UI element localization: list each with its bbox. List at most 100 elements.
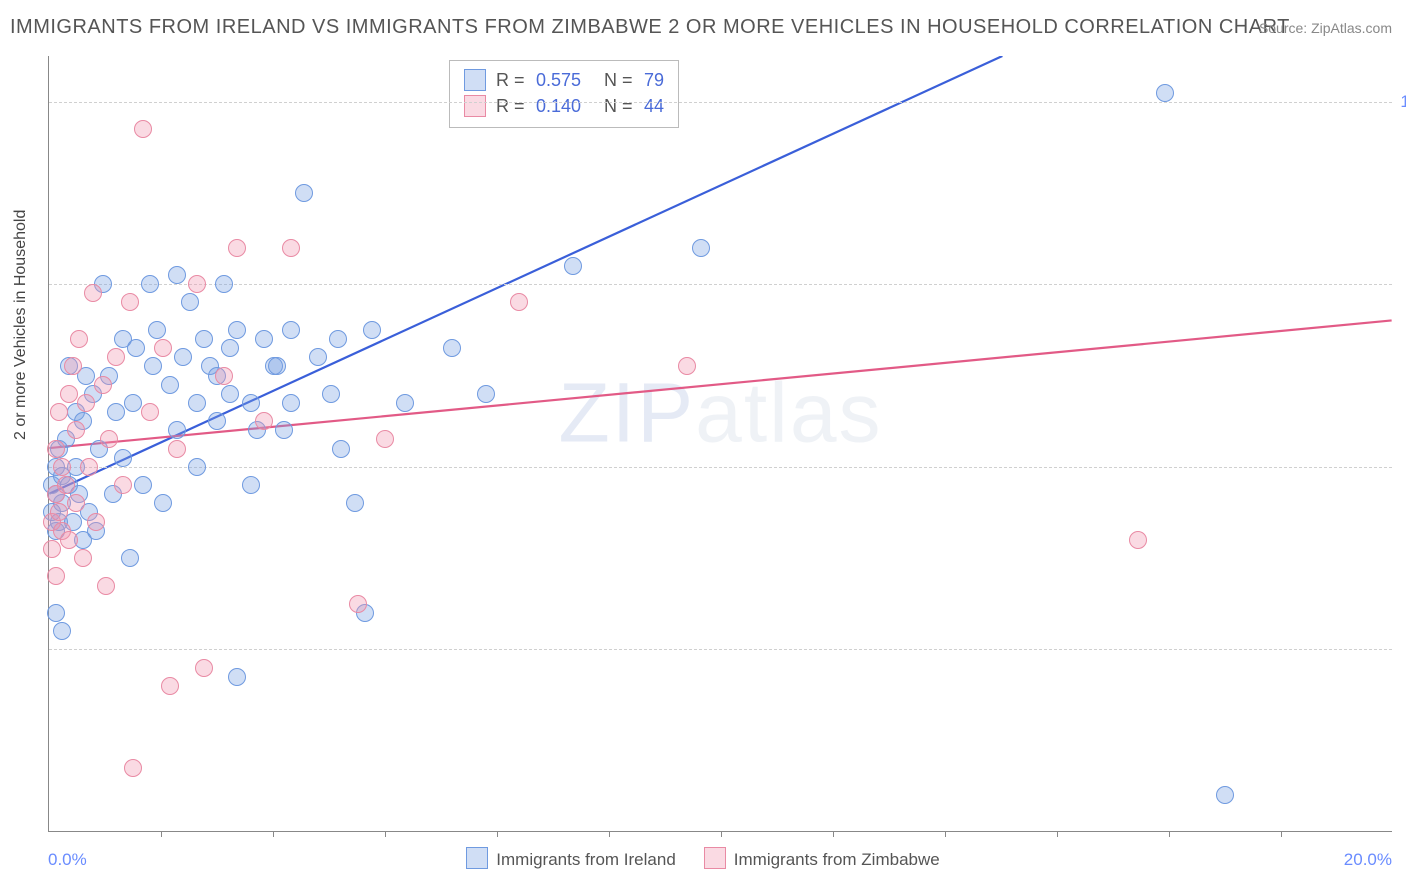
- x-tick-mark: [273, 831, 274, 837]
- data-point: [50, 503, 68, 521]
- data-point: [477, 385, 495, 403]
- data-point: [275, 421, 293, 439]
- data-point: [188, 394, 206, 412]
- data-point: [141, 275, 159, 293]
- data-point: [97, 577, 115, 595]
- legend-label: Immigrants from Zimbabwe: [734, 850, 940, 869]
- x-tick-mark: [497, 831, 498, 837]
- r-label: R =: [496, 67, 526, 93]
- watermark: ZIPatlas: [558, 364, 882, 461]
- data-point: [100, 430, 118, 448]
- data-point: [349, 595, 367, 613]
- data-point: [242, 476, 260, 494]
- data-point: [228, 321, 246, 339]
- data-point: [195, 330, 213, 348]
- data-point: [228, 668, 246, 686]
- x-tick-mark: [721, 831, 722, 837]
- y-tick-label: 100.0%: [1400, 92, 1406, 112]
- data-point: [510, 293, 528, 311]
- data-point: [195, 659, 213, 677]
- data-point: [282, 394, 300, 412]
- data-point: [208, 412, 226, 430]
- chart-title: IMMIGRANTS FROM IRELAND VS IMMIGRANTS FR…: [10, 16, 1290, 39]
- legend-item: Immigrants from Ireland: [466, 850, 676, 869]
- data-point: [181, 293, 199, 311]
- data-point: [332, 440, 350, 458]
- data-point: [154, 494, 172, 512]
- data-point: [134, 120, 152, 138]
- data-point: [64, 357, 82, 375]
- y-axis-label: 2 or more Vehicles in Household: [12, 210, 30, 440]
- gridline-h: [49, 102, 1392, 103]
- data-point: [255, 412, 273, 430]
- data-point: [47, 440, 65, 458]
- data-point: [121, 549, 139, 567]
- data-point: [221, 339, 239, 357]
- data-point: [268, 357, 286, 375]
- data-point: [74, 549, 92, 567]
- data-point: [144, 357, 162, 375]
- data-point: [1129, 531, 1147, 549]
- data-point: [107, 348, 125, 366]
- data-point: [376, 430, 394, 448]
- data-point: [127, 339, 145, 357]
- data-point: [1216, 786, 1234, 804]
- data-point: [50, 403, 68, 421]
- data-point: [77, 394, 95, 412]
- data-point: [188, 275, 206, 293]
- data-point: [114, 476, 132, 494]
- data-point: [564, 257, 582, 275]
- gridline-h: [49, 467, 1392, 468]
- data-point: [53, 458, 71, 476]
- data-point: [242, 394, 260, 412]
- data-point: [121, 293, 139, 311]
- data-point: [53, 622, 71, 640]
- gridline-h: [49, 284, 1392, 285]
- data-point: [87, 513, 105, 531]
- data-point: [221, 385, 239, 403]
- data-point: [84, 284, 102, 302]
- data-point: [47, 604, 65, 622]
- x-tick-mark: [945, 831, 946, 837]
- data-point: [60, 385, 78, 403]
- data-point: [168, 421, 186, 439]
- stats-box: R =0.575N =79R =0.140N =44: [449, 60, 679, 128]
- data-point: [57, 476, 75, 494]
- x-tick-mark: [1057, 831, 1058, 837]
- x-tick-mark: [609, 831, 610, 837]
- data-point: [322, 385, 340, 403]
- data-point: [161, 376, 179, 394]
- data-point: [396, 394, 414, 412]
- source-label: Source: ZipAtlas.com: [1259, 20, 1392, 36]
- data-point: [70, 330, 88, 348]
- data-point: [67, 421, 85, 439]
- plot-area: ZIPatlas R =0.575N =79R =0.140N =44 40.0…: [48, 56, 1392, 832]
- data-point: [60, 531, 78, 549]
- data-point: [692, 239, 710, 257]
- data-point: [114, 449, 132, 467]
- legend-swatch: [704, 847, 726, 869]
- data-point: [107, 403, 125, 421]
- r-value: 0.140: [536, 93, 594, 119]
- x-tick-mark: [1281, 831, 1282, 837]
- x-tick-mark: [1169, 831, 1170, 837]
- n-label: N =: [604, 93, 634, 119]
- data-point: [282, 321, 300, 339]
- x-tick-mark: [385, 831, 386, 837]
- data-point: [148, 321, 166, 339]
- data-point: [215, 275, 233, 293]
- data-point: [67, 494, 85, 512]
- r-label: R =: [496, 93, 526, 119]
- trend-lines: [49, 56, 1392, 831]
- legend-swatch: [466, 847, 488, 869]
- data-point: [363, 321, 381, 339]
- data-point: [188, 458, 206, 476]
- data-point: [309, 348, 327, 366]
- x-tick-mark: [833, 831, 834, 837]
- data-point: [1156, 84, 1174, 102]
- data-point: [174, 348, 192, 366]
- legend-swatch: [464, 69, 486, 91]
- stats-row: R =0.575N =79: [464, 67, 664, 93]
- data-point: [154, 339, 172, 357]
- n-label: N =: [604, 67, 634, 93]
